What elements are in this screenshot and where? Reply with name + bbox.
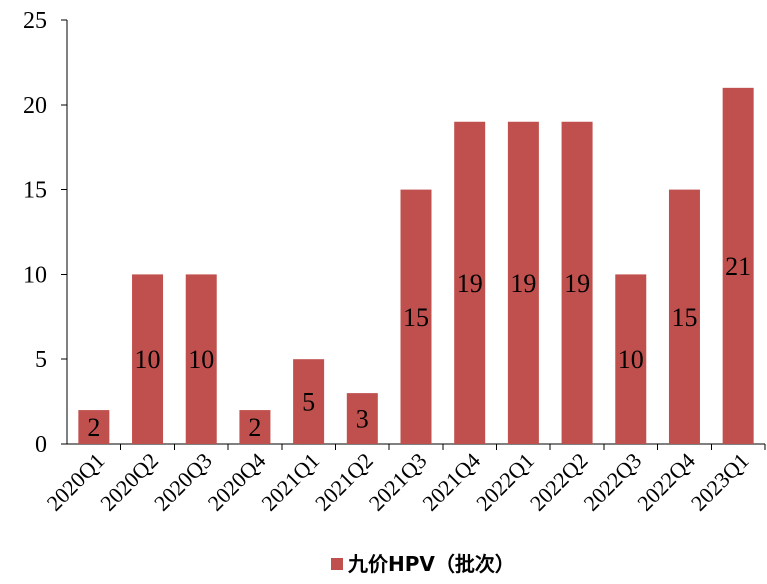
bar (507, 121, 539, 444)
x-tick-label: 2021Q2 (310, 448, 378, 516)
bar (346, 393, 378, 444)
legend-swatch (331, 558, 343, 570)
x-tick-label: 2022Q1 (471, 448, 539, 516)
data-label: 5 (302, 388, 315, 417)
y-tick-label: 15 (23, 178, 47, 204)
y-axis: 0 5 10 15 20 25 (23, 8, 68, 458)
data-labels: 2 10 10 2 5 3 15 19 19 19 10 15 21 (87, 252, 751, 442)
x-tick-label: 2021Q1 (256, 448, 324, 516)
data-label: 2 (87, 413, 100, 442)
y-tick-label: 0 (35, 432, 47, 458)
bar (132, 274, 164, 444)
bar-series (78, 87, 754, 444)
x-tick-label: 2022Q2 (525, 448, 593, 516)
x-tick-label: 2020Q2 (95, 448, 163, 516)
x-tick-label: 2020Q4 (203, 448, 271, 516)
bar (239, 410, 271, 444)
bar (561, 121, 593, 444)
bar (722, 87, 754, 444)
data-label: 10 (618, 345, 644, 374)
data-label: 15 (671, 303, 697, 332)
bar (78, 410, 110, 444)
bar (668, 189, 700, 444)
data-label: 15 (403, 303, 429, 332)
legend-label: 九价HPV（批次） (347, 552, 515, 576)
bar (185, 274, 217, 444)
data-label: 19 (457, 269, 483, 298)
y-tick-label: 10 (23, 262, 47, 288)
bar (454, 121, 486, 444)
data-label: 19 (564, 269, 590, 298)
x-tick-label: 2020Q1 (42, 448, 110, 516)
x-tick-label: 2022Q4 (632, 448, 700, 516)
data-label: 10 (135, 345, 161, 374)
x-tick-label: 2020Q3 (149, 448, 217, 516)
bar (400, 189, 432, 444)
y-tick-label: 20 (23, 93, 47, 119)
x-tick-label: 2023Q1 (686, 448, 754, 516)
data-label: 10 (188, 345, 214, 374)
x-axis: 2020Q12020Q22020Q32020Q42021Q12021Q22021… (42, 443, 766, 516)
bar (615, 274, 647, 444)
legend: 九价HPV（批次） (331, 552, 515, 576)
data-label: 21 (725, 252, 751, 281)
data-label: 2 (248, 413, 261, 442)
y-tick-label: 25 (23, 8, 47, 34)
x-tick-label: 2022Q3 (578, 448, 646, 516)
data-label: 3 (356, 405, 369, 434)
x-tick-label: 2021Q3 (364, 448, 432, 516)
x-tick-label: 2021Q4 (417, 448, 485, 516)
bar (293, 359, 325, 444)
data-label: 19 (510, 269, 536, 298)
y-tick-label: 5 (35, 347, 47, 373)
